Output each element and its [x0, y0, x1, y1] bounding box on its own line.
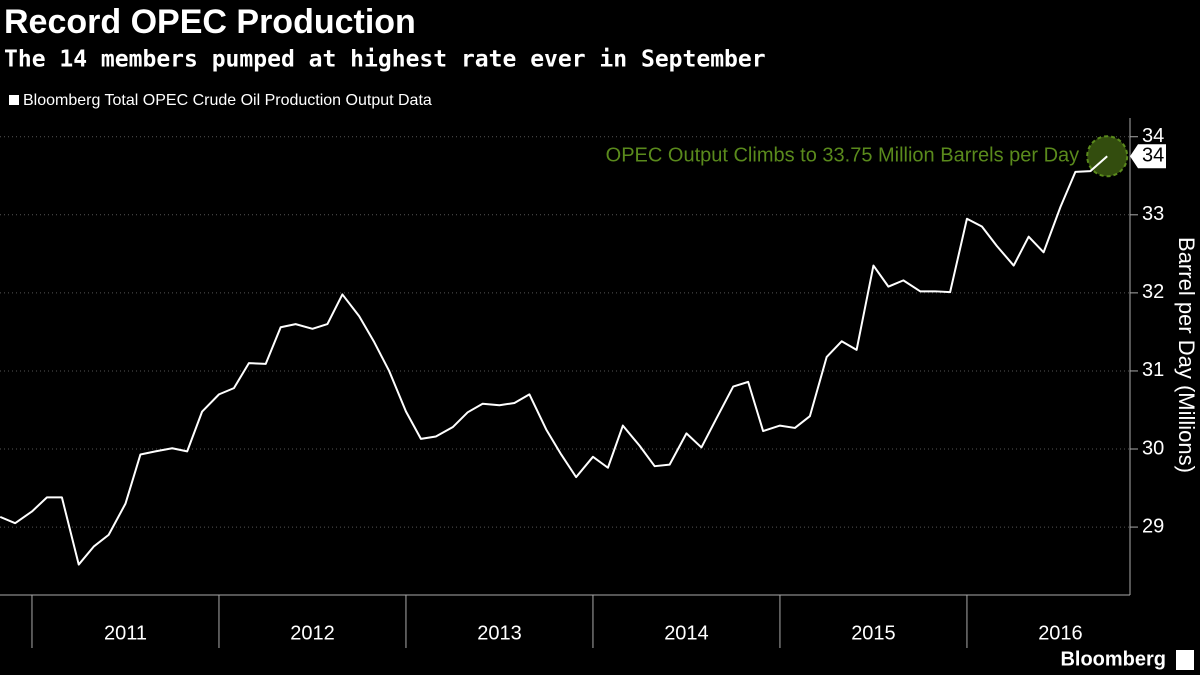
y-tick-label: 34 — [1142, 125, 1164, 147]
y-tick-label: 29 — [1142, 515, 1164, 537]
x-tick-label: 2011 — [104, 622, 147, 644]
y-tick-label: 30 — [1142, 437, 1164, 459]
legend-label: Bloomberg Total OPEC Crude Oil Productio… — [23, 92, 432, 109]
y-tick-label: 33 — [1142, 203, 1164, 225]
highlight-stub — [1089, 155, 1108, 172]
chart-subtitle: The 14 members pumped at highest rate ev… — [4, 47, 766, 73]
x-tick-label: 2015 — [851, 622, 896, 644]
legend-swatch — [9, 95, 19, 105]
y-tick-label: 32 — [1142, 281, 1164, 303]
last-value-tag — [1130, 144, 1166, 169]
y-tick-label: 31 — [1142, 359, 1164, 381]
source: Bloomberg — [1060, 648, 1166, 670]
x-tick-label: 2013 — [477, 622, 522, 644]
x-tick-label: 2014 — [664, 622, 709, 644]
chart-title: Record OPEC Production — [4, 3, 416, 41]
series-line — [0, 155, 1108, 566]
y-axis-label: Barrel per Day (Millions) — [1174, 237, 1199, 473]
annotation: OPEC Output Climbs to 33.75 Million Barr… — [606, 145, 1080, 167]
logo-box — [1176, 650, 1194, 670]
x-tick-label: 2012 — [290, 622, 335, 644]
last-value-label: 34 — [1142, 145, 1164, 167]
x-tick-label: 2016 — [1038, 622, 1083, 644]
